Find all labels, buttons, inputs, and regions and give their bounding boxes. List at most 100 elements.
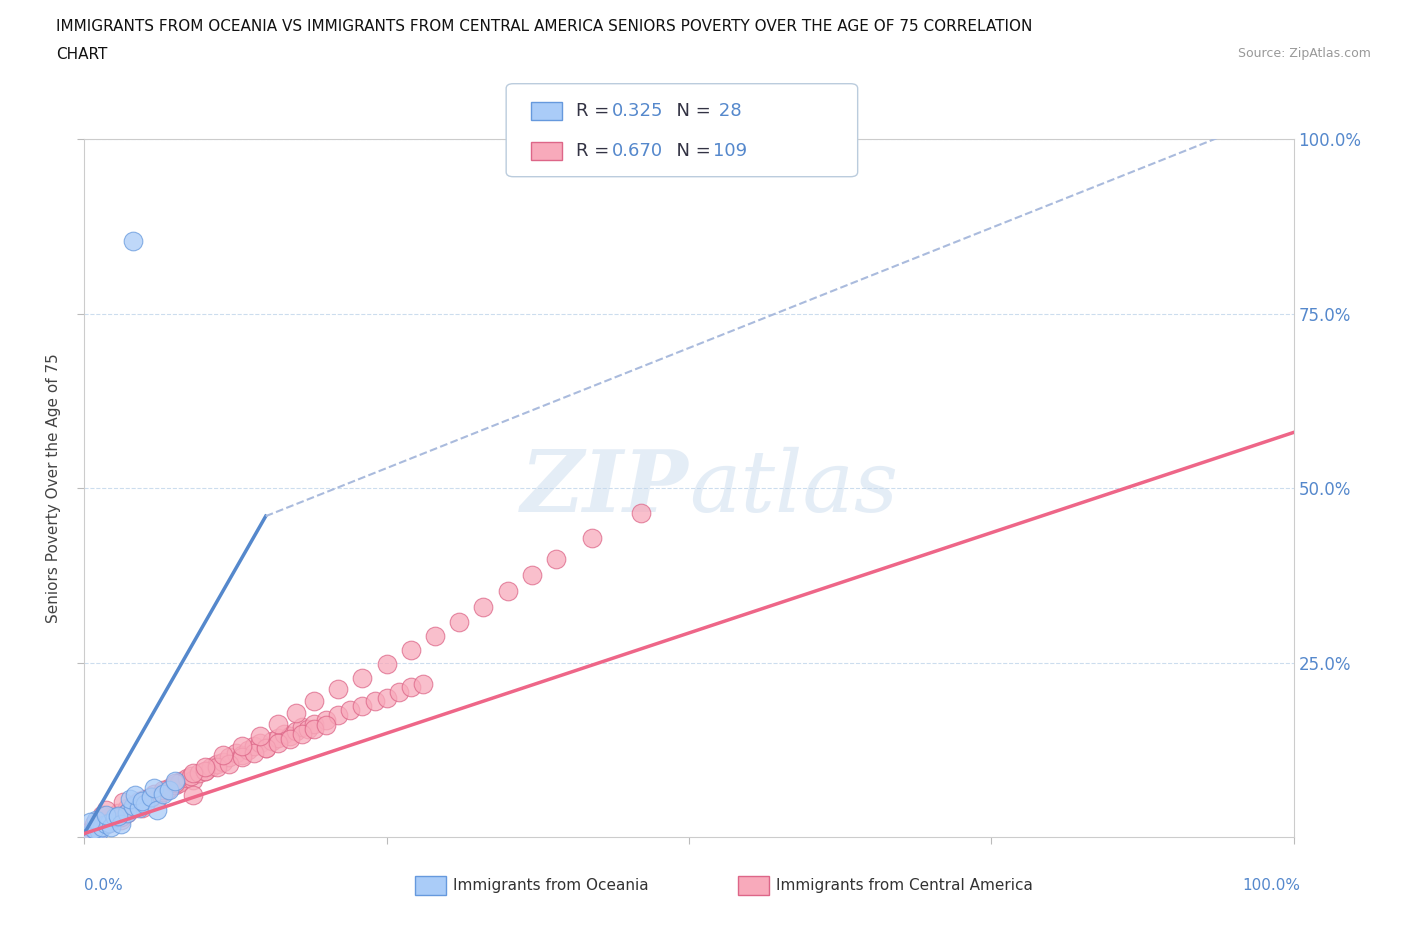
Text: 0.670: 0.670 (612, 142, 662, 160)
Point (146, 804, 169, 818)
Point (157, 782, 180, 797)
Point (115, 800, 138, 815)
Point (86, 823, 108, 838)
Point (544, 551, 567, 566)
Point (100, 819, 122, 834)
Point (176, 770, 198, 785)
Point (91, 816, 114, 830)
Point (375, 690, 398, 705)
Point (423, 629, 446, 644)
Point (120, 791, 142, 806)
Point (388, 684, 411, 699)
Text: IMMIGRANTS FROM OCEANIA VS IMMIGRANTS FROM CENTRAL AMERICA SENIORS POVERTY OVER : IMMIGRANTS FROM OCEANIA VS IMMIGRANTS FR… (56, 19, 1032, 33)
Y-axis label: Seniors Poverty Over the Age of 75: Seniors Poverty Over the Age of 75 (46, 353, 62, 623)
Point (302, 717, 325, 732)
Point (236, 742, 259, 757)
Point (79, 826, 101, 841)
Point (200, 760, 222, 775)
Point (143, 787, 166, 802)
Point (165, 777, 187, 792)
Point (315, 718, 337, 733)
Point (104, 810, 127, 825)
Point (218, 750, 240, 764)
Point (152, 784, 174, 799)
Text: Source: ZipAtlas.com: Source: ZipAtlas.com (1237, 47, 1371, 60)
Point (242, 746, 264, 761)
Point (267, 736, 290, 751)
Point (363, 694, 385, 709)
Point (86, 823, 108, 838)
Point (267, 717, 290, 732)
Point (328, 682, 350, 697)
Point (297, 722, 319, 737)
Point (121, 233, 143, 248)
Point (630, 505, 652, 520)
Text: atlas: atlas (689, 447, 898, 529)
Point (97, 810, 120, 825)
Point (194, 764, 217, 778)
Point (302, 694, 325, 709)
Point (278, 732, 301, 747)
Point (155, 782, 177, 797)
Point (115, 805, 138, 820)
Point (97, 816, 120, 830)
Point (273, 726, 295, 741)
Point (267, 731, 290, 746)
Point (110, 817, 132, 832)
Text: ZIP: ZIP (522, 446, 689, 530)
Text: Immigrants from Oceania: Immigrants from Oceania (453, 878, 648, 893)
Point (87, 824, 110, 839)
Point (139, 789, 162, 804)
Point (339, 703, 361, 718)
Point (79, 815, 101, 830)
Text: 28: 28 (713, 102, 741, 120)
Point (218, 756, 240, 771)
Point (249, 736, 271, 751)
Point (181, 772, 204, 787)
Point (278, 728, 301, 743)
Point (146, 791, 169, 806)
Point (180, 768, 202, 783)
Point (167, 776, 190, 790)
Point (94, 804, 117, 818)
Point (399, 643, 422, 658)
Point (107, 809, 129, 824)
Point (207, 760, 229, 775)
Point (165, 774, 187, 789)
Point (249, 728, 271, 743)
Point (120, 804, 142, 818)
Point (399, 680, 422, 695)
Point (104, 809, 127, 824)
Text: N =: N = (665, 102, 717, 120)
Point (124, 796, 146, 811)
Point (83, 821, 105, 836)
Point (231, 748, 253, 763)
Text: N =: N = (665, 142, 717, 160)
Point (328, 708, 350, 723)
Point (112, 794, 135, 809)
Point (157, 781, 180, 796)
Text: Immigrants from Central America: Immigrants from Central America (776, 878, 1033, 893)
Point (315, 712, 337, 727)
Point (107, 805, 129, 820)
Point (100, 812, 122, 827)
Point (375, 657, 398, 671)
Point (194, 764, 217, 778)
Point (87, 819, 110, 834)
Point (131, 793, 153, 808)
Point (77, 826, 100, 841)
Point (225, 746, 247, 761)
Point (115, 805, 138, 820)
Text: CHART: CHART (56, 47, 108, 62)
Point (134, 791, 156, 806)
Point (94, 817, 117, 832)
Point (231, 738, 253, 753)
Point (143, 781, 166, 796)
Point (212, 748, 235, 763)
Point (181, 788, 204, 803)
Point (128, 800, 150, 815)
Point (91, 807, 114, 822)
Point (472, 600, 495, 615)
Point (83, 817, 105, 832)
Text: 0.0%: 0.0% (84, 878, 124, 893)
